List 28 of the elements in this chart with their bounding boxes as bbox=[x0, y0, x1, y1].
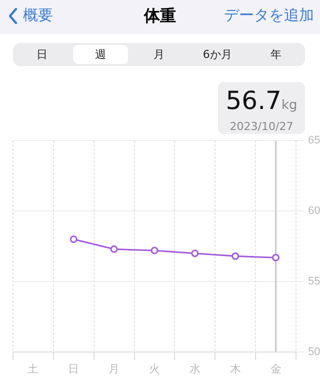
point bbox=[70, 236, 78, 244]
text: 2023/10/27 bbox=[228, 120, 294, 133]
text: 概要 bbox=[23, 6, 53, 25]
x-tick-label: 日 bbox=[68, 364, 80, 376]
y-tick-label: 55 bbox=[308, 276, 320, 288]
text: 月 bbox=[152, 47, 166, 63]
text: 週 bbox=[73, 45, 128, 64]
x-tick-label: 月 bbox=[108, 364, 120, 376]
x-tick-label: 火 bbox=[149, 362, 160, 376]
text: kg bbox=[281, 98, 298, 113]
x-tick-label: 金 bbox=[270, 364, 282, 376]
y-tick-label: 50 bbox=[308, 346, 320, 358]
point bbox=[191, 250, 199, 258]
x-tick-label: 水 bbox=[189, 362, 200, 376]
text: 56.7 bbox=[226, 86, 282, 115]
x-tick-label: 土 bbox=[28, 362, 39, 376]
point bbox=[110, 245, 118, 253]
x-tick-label: 木 bbox=[230, 362, 241, 376]
point bbox=[232, 252, 240, 260]
text: データを追加 bbox=[224, 6, 314, 25]
text: 6か月 bbox=[202, 47, 233, 63]
text: 年 bbox=[269, 47, 282, 63]
point bbox=[150, 246, 158, 254]
y-tick-label: 65 bbox=[308, 134, 320, 147]
chart-title: 体重 bbox=[144, 6, 176, 25]
y-tick-label: 60 bbox=[308, 205, 320, 218]
text: 日 bbox=[36, 47, 49, 63]
point bbox=[272, 254, 280, 262]
